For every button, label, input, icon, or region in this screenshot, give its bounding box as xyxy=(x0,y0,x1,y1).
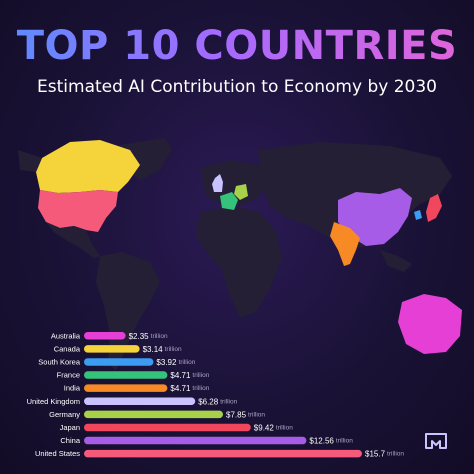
south-korea-country xyxy=(414,210,422,220)
south-america-land xyxy=(96,252,160,370)
bar xyxy=(84,410,223,419)
category-label: South Korea xyxy=(38,357,81,366)
category-label: United Kingdom xyxy=(27,397,80,406)
value-label: $6.28 trillion xyxy=(198,397,237,406)
brand-logo-icon xyxy=(425,433,447,449)
value-unit: trillion xyxy=(248,411,265,418)
germany-country xyxy=(234,184,248,200)
value-label: $3.92 trillion xyxy=(156,357,195,366)
page-subtitle: Estimated AI Contribution to Economy by … xyxy=(37,77,437,97)
southeast-asia-land xyxy=(380,250,412,272)
value-unit: trillion xyxy=(151,332,168,339)
category-label: Canada xyxy=(54,344,81,353)
bar xyxy=(84,384,168,392)
bar xyxy=(84,371,168,379)
value-amount: $3.14 xyxy=(143,344,164,353)
value-amount: $4.71 xyxy=(170,371,191,380)
value-amount: $4.71 xyxy=(170,384,191,393)
category-label: Japan xyxy=(60,423,80,432)
mexico-land xyxy=(46,222,100,258)
australia-country xyxy=(398,294,462,354)
value-label: $12.56 trillion xyxy=(309,436,353,445)
alaska-land xyxy=(18,150,42,172)
value-label: $9.42 trillion xyxy=(254,423,293,432)
bar xyxy=(84,358,154,366)
africa-land xyxy=(196,206,282,318)
category-label: Australia xyxy=(51,331,81,340)
bar xyxy=(84,449,362,458)
value-unit: trillion xyxy=(336,437,353,444)
value-amount: $9.42 xyxy=(254,423,275,432)
china-country xyxy=(338,188,412,246)
value-amount: $15.7 xyxy=(365,449,386,458)
value-unit: trillion xyxy=(178,358,195,365)
value-label: $4.71 trillion xyxy=(170,384,209,393)
value-amount: $3.92 xyxy=(156,357,177,366)
value-label: $15.7 trillion xyxy=(365,449,404,458)
bar xyxy=(84,397,196,405)
value-unit: trillion xyxy=(387,450,404,457)
category-label: India xyxy=(64,384,81,393)
category-label: China xyxy=(60,436,80,445)
value-label: $3.14 trillion xyxy=(143,344,182,353)
united-kingdom-country xyxy=(212,174,223,192)
bar xyxy=(84,436,307,445)
value-unit: trillion xyxy=(165,345,182,352)
france-country xyxy=(220,192,238,210)
value-amount: $2.35 xyxy=(129,331,150,340)
bar xyxy=(84,345,140,353)
canada-country xyxy=(36,140,140,193)
value-unit: trillion xyxy=(192,385,209,392)
value-amount: $7.85 xyxy=(226,410,247,419)
value-label: $4.71 trillion xyxy=(170,371,209,380)
bar xyxy=(84,332,126,340)
category-label: France xyxy=(57,371,80,380)
india-country xyxy=(330,222,360,266)
value-label: $7.85 trillion xyxy=(226,410,265,419)
bar xyxy=(84,423,251,432)
value-amount: $6.28 xyxy=(198,397,219,406)
category-label: United States xyxy=(35,449,80,458)
category-label: Germany xyxy=(49,410,80,419)
value-label: $2.35 trillion xyxy=(129,331,168,340)
value-amount: $12.56 xyxy=(309,436,334,445)
value-unit: trillion xyxy=(276,424,293,431)
value-unit: trillion xyxy=(220,398,237,405)
value-unit: trillion xyxy=(192,372,209,379)
page-title: TOP 10 COUNTRIES xyxy=(0,22,474,70)
europe-land xyxy=(200,160,268,206)
united-states-country xyxy=(38,190,118,232)
japan-country xyxy=(426,194,442,222)
